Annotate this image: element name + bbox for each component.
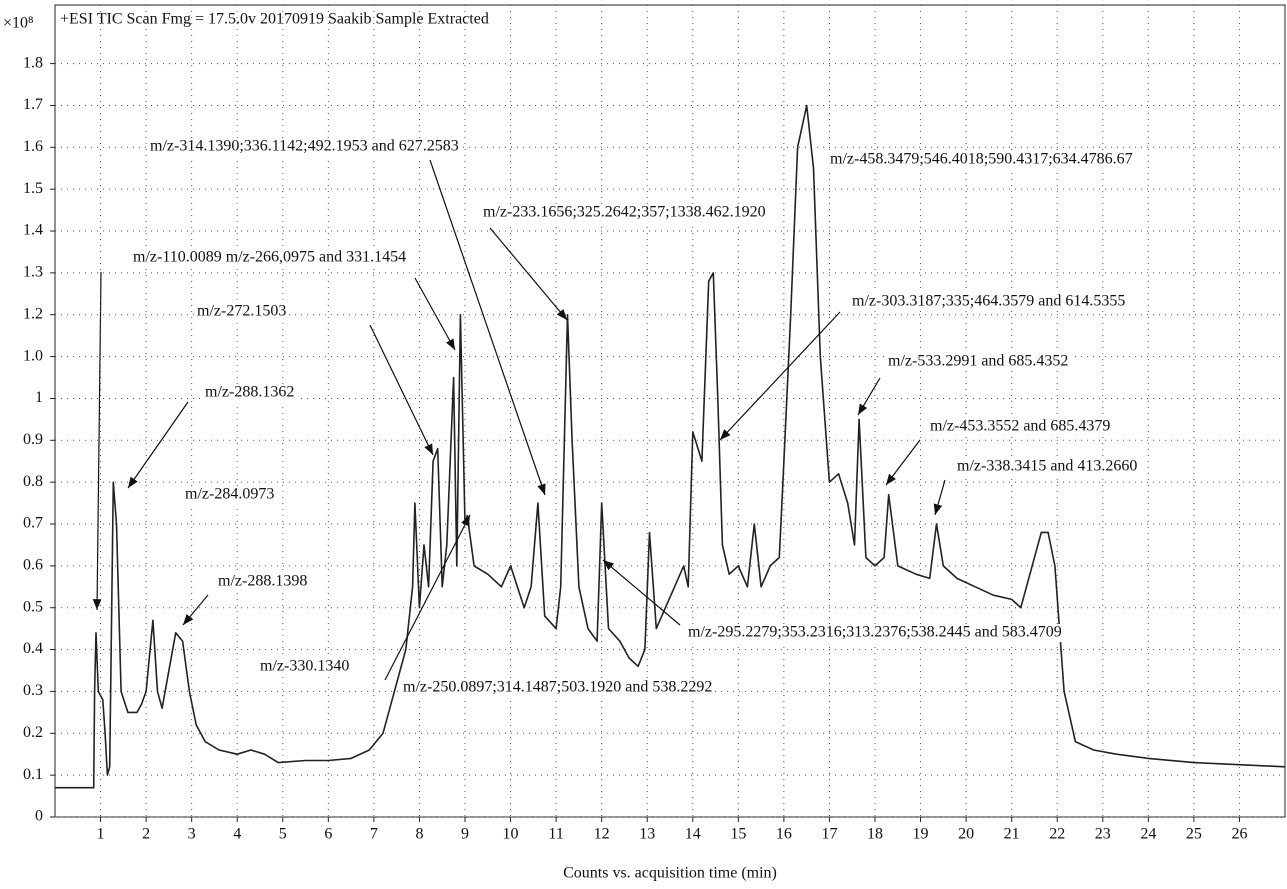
x-tick-label: 8 <box>415 826 423 843</box>
x-tick-label: 11 <box>548 826 563 843</box>
annotation-arrow <box>92 271 102 611</box>
annotation: m/z-458.3479;546.4018;590.4317;634.4786.… <box>830 151 1133 168</box>
y-tick-label: 1.5 <box>23 180 43 197</box>
annotation-bg <box>148 138 461 156</box>
x-tick-label: 4 <box>233 826 241 843</box>
annotation: m/z-288.1362 <box>205 384 294 401</box>
annotation-arrow <box>857 377 881 416</box>
chromatogram-line <box>55 104 1286 789</box>
annotation-arrow <box>933 479 946 516</box>
x-tick-label: 13 <box>639 826 655 843</box>
y-tick-label: 1.6 <box>23 138 43 155</box>
annotation: m/z-295.2279;353.2316;313.2376;538.2445 … <box>688 624 1062 641</box>
annotation-arrow <box>719 311 841 441</box>
y-tick-label: 0.8 <box>23 473 43 490</box>
annotation: m/z-453.3552 and 685.4379 <box>930 418 1110 435</box>
annotation-arrow <box>384 514 471 681</box>
chart-title: +ESI TIC Scan Fmg = 17.5.0v 20170919 Saa… <box>60 11 489 28</box>
x-tick-label: 17 <box>821 826 837 843</box>
annotation-bg <box>481 204 768 222</box>
y-tick-label: 0.2 <box>23 724 43 741</box>
y-tick-label: 0.4 <box>23 640 43 657</box>
y-tick-label: 0.3 <box>23 682 43 699</box>
annotation: m/z-284.0973 <box>185 486 274 503</box>
x-tick-label: 15 <box>730 826 746 843</box>
annotation-arrow <box>369 324 434 456</box>
annotation-arrow <box>414 277 456 351</box>
x-tick-label: 19 <box>913 826 929 843</box>
annotation-bg <box>131 249 409 267</box>
annotation: m/z-330.1340 <box>260 658 349 675</box>
annotation-arrow <box>182 594 209 626</box>
y-tick-label: 1.7 <box>23 96 43 113</box>
y-tick-label: 1.4 <box>23 222 43 239</box>
annotation: m/z-250.0897;314.1487;503.1920 and 538.2… <box>403 679 712 696</box>
x-tick-label: 18 <box>867 826 883 843</box>
y-tick-label: 1.8 <box>23 54 43 71</box>
annotation-arrow <box>489 227 568 321</box>
x-tick-label: 12 <box>594 826 610 843</box>
annotation: m/z-272.1503 <box>197 303 286 320</box>
x-tick-label: 6 <box>324 826 332 843</box>
annotation-bg <box>195 303 289 321</box>
x-tick-label: 24 <box>1140 826 1156 843</box>
y-tick-label: 0.6 <box>23 557 43 574</box>
annotation: m/z-314.1390;336.1142;492.1953 and 627.2… <box>150 138 459 155</box>
x-axis-label: Counts vs. acquisition time (min) <box>563 865 777 882</box>
x-tick-label: 2 <box>142 826 150 843</box>
x-tick-label: 10 <box>503 826 519 843</box>
y-tick-label: 1.0 <box>23 347 43 364</box>
y-tick-label: 1 <box>35 389 43 406</box>
annotation-bg <box>955 458 1140 476</box>
annotation-bg <box>401 679 715 697</box>
y-tick-label: 0.7 <box>23 515 43 532</box>
y-tick-label: 1.2 <box>23 305 43 322</box>
annotation-bg <box>686 624 1064 642</box>
x-tick-label: 3 <box>188 826 196 843</box>
x-tick-label: 16 <box>776 826 792 843</box>
annotation: m/z-303.3187;335;464.3579 and 614.5355 <box>852 293 1125 310</box>
x-tick-label: 25 <box>1186 826 1202 843</box>
plot-frame <box>54 4 1286 818</box>
x-tick-label: 1 <box>97 826 105 843</box>
y-tick-label: 0.1 <box>23 766 43 783</box>
annotation-bg <box>216 573 310 591</box>
annotation: m/z-110.0089 m/z-266,0975 and 331.1454 <box>133 249 406 266</box>
y-tick-label: 0.9 <box>23 431 43 448</box>
annotation: m/z-533.2991 and 685.4352 <box>888 353 1068 370</box>
annotation-arrow <box>602 559 681 626</box>
annotation-bg <box>886 353 1071 371</box>
annotation: m/z-288.1398 <box>218 573 307 590</box>
annotation: m/z-233.1656;325.2642;357;1338.462.1920 <box>483 204 766 221</box>
y-multiplier: ×10⁸ <box>3 15 34 32</box>
annotation-arrow <box>885 439 921 486</box>
annotation-bg <box>828 151 1135 169</box>
x-tick-label: 26 <box>1231 826 1247 843</box>
annotation-bg <box>203 384 297 402</box>
x-tick-label: 22 <box>1049 826 1065 843</box>
y-tick-label: 0 <box>35 808 43 825</box>
x-tick-label: 9 <box>461 826 469 843</box>
x-tick-label: 23 <box>1095 826 1111 843</box>
x-tick-label: 7 <box>370 826 378 843</box>
x-tick-label: 14 <box>685 826 701 843</box>
x-tick-label: 5 <box>279 826 287 843</box>
annotation-bg <box>183 486 277 504</box>
annotation-arrow <box>127 401 189 489</box>
x-tick-label: 20 <box>958 826 974 843</box>
annotation-bg <box>258 658 352 676</box>
annotation: m/z-338.3415 and 413.2660 <box>957 458 1137 475</box>
annotation-bg <box>928 418 1113 436</box>
annotation-arrow <box>429 159 546 496</box>
x-tick-label: 21 <box>1004 826 1020 843</box>
annotation-bg <box>850 293 1128 311</box>
y-tick-label: 1.3 <box>23 264 43 281</box>
y-tick-label: 0.5 <box>23 598 43 615</box>
